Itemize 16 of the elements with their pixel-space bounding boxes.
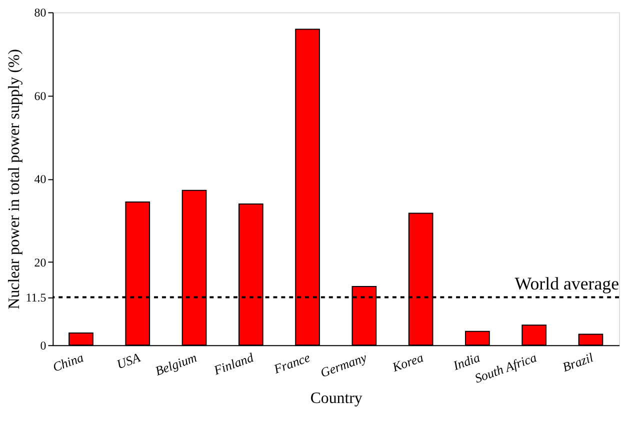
x-axis-title: Country [310, 390, 362, 407]
x-tick-label: Korea [389, 350, 426, 375]
x-tick-label: France [270, 350, 312, 377]
y-tick-label: 0 [40, 338, 46, 353]
x-tick-label: Germany [318, 350, 369, 380]
y-tick-label: 60 [34, 88, 46, 103]
y-tick-label: 20 [34, 255, 46, 270]
x-tick-label: Brazil [560, 349, 596, 375]
x-tick-label: USA [114, 350, 142, 372]
y-tick-label: 80 [34, 6, 46, 20]
x-tick-label: China [50, 350, 86, 375]
y-axis-title: Nuclear power in total power supply (%) [6, 49, 23, 310]
ref-line-label: World average [514, 273, 620, 294]
x-tick-label: Belgium [153, 350, 199, 378]
y-tick-label: 40 [34, 172, 46, 186]
y-tick-label: 11.5 [26, 290, 46, 305]
